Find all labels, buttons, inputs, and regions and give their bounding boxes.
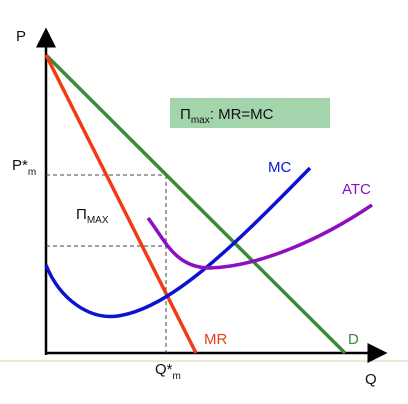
atc-label: ATC (342, 181, 371, 198)
y-axis-label: P (16, 28, 26, 45)
mc-curve (44, 166, 312, 319)
demand-curve (44, 53, 347, 355)
quantity-label: Q*m (155, 361, 181, 382)
profit-label: ΠMAX (76, 206, 109, 226)
x-axis-label: Q (365, 371, 377, 388)
mr-label: MR (204, 331, 227, 348)
guides (46, 174, 167, 353)
condition-text: Πmax: MR=MC (180, 106, 274, 126)
mr-curve (44, 54, 198, 354)
price-label: P*m (12, 157, 36, 178)
mc-label: MC (268, 159, 291, 176)
atc-curve (146, 203, 373, 270)
condition-box (170, 98, 330, 128)
d-label: D (348, 331, 359, 348)
